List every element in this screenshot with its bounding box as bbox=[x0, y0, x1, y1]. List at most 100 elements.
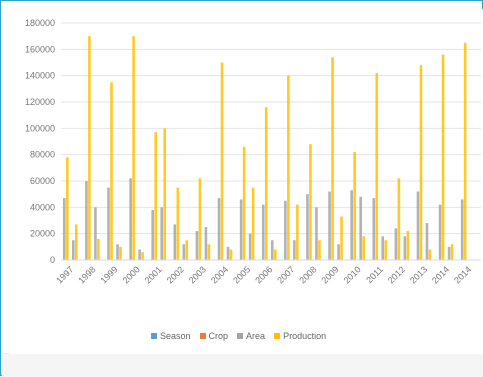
bar-area bbox=[394, 228, 398, 260]
bar-area bbox=[239, 199, 243, 260]
bar-area bbox=[315, 207, 318, 260]
bar-production bbox=[384, 240, 388, 260]
bar-area bbox=[328, 191, 331, 260]
bar-production bbox=[229, 249, 233, 260]
bar-area bbox=[447, 246, 451, 260]
bar-area bbox=[72, 240, 75, 260]
legend-swatch bbox=[274, 333, 281, 339]
bar-production bbox=[296, 204, 299, 260]
legend-swatch bbox=[151, 333, 157, 339]
bar-area bbox=[460, 199, 464, 260]
legend-label: Crop bbox=[208, 331, 229, 341]
bar-production bbox=[163, 128, 167, 260]
y-tick-label: 40000 bbox=[30, 202, 55, 212]
bar-area bbox=[138, 249, 141, 260]
x-tick-label: 2005 bbox=[231, 264, 252, 285]
y-tick-label: 0 bbox=[50, 255, 55, 265]
bar-area bbox=[270, 240, 274, 260]
x-tick-label: 2012 bbox=[386, 264, 407, 285]
bar-area bbox=[217, 198, 221, 260]
legend-swatch bbox=[237, 333, 244, 339]
bar-area bbox=[226, 246, 230, 260]
bar-production bbox=[428, 249, 432, 260]
bar-production bbox=[66, 157, 69, 260]
bar-area bbox=[160, 207, 164, 260]
bar-production bbox=[264, 107, 268, 261]
bar-production bbox=[441, 54, 445, 260]
bar-production bbox=[119, 246, 122, 260]
bar-area bbox=[195, 231, 199, 260]
y-tick-label: 80000 bbox=[30, 150, 55, 160]
x-tick-label: 2014 bbox=[430, 264, 451, 285]
bar-area bbox=[438, 204, 442, 260]
x-tick-label: 2010 bbox=[342, 264, 363, 285]
bar-area bbox=[182, 244, 186, 260]
legend: Season Crop Area Production bbox=[151, 328, 335, 344]
bar-production bbox=[251, 187, 255, 260]
bar-area bbox=[107, 187, 110, 260]
bar-production bbox=[154, 132, 158, 260]
legend-label: Production bbox=[283, 331, 327, 341]
x-tick-label: 2001 bbox=[143, 264, 164, 285]
bar-production bbox=[463, 42, 467, 260]
footer-strip bbox=[2, 353, 483, 377]
y-tick-label: 20000 bbox=[30, 229, 55, 239]
legend-label: Season bbox=[160, 331, 191, 341]
x-tick-label: 2000 bbox=[121, 264, 142, 285]
x-tick-label: 2014 bbox=[452, 264, 473, 285]
bar-production bbox=[406, 231, 410, 260]
bar-area bbox=[381, 236, 385, 260]
bar-area bbox=[85, 181, 88, 260]
bar-chart: 0 20000 40000 60000 80000 100000 120000 140000 1… bbox=[25, 18, 481, 286]
bar-production bbox=[340, 216, 343, 260]
x-tick-label: 2004 bbox=[209, 264, 230, 285]
bar-production bbox=[287, 75, 290, 261]
bar-production bbox=[309, 144, 312, 260]
bar-area bbox=[63, 198, 66, 260]
bar-area bbox=[359, 196, 362, 260]
legend-item: Production bbox=[274, 331, 326, 341]
x-tick-label: 2013 bbox=[408, 264, 429, 285]
plot-area: 0 20000 40000 60000 80000 100000 120000 140000 1… bbox=[9, 9, 483, 354]
bar-area bbox=[129, 178, 132, 260]
bar-area bbox=[248, 233, 252, 260]
x-tick-label: 2009 bbox=[319, 264, 340, 285]
bar-area bbox=[151, 209, 155, 260]
bar-production bbox=[132, 36, 135, 261]
bar-production bbox=[318, 240, 321, 260]
bar-production bbox=[185, 240, 189, 260]
x-tick-label: 1999 bbox=[98, 264, 119, 285]
bar-area bbox=[284, 200, 287, 260]
bar-area bbox=[372, 198, 376, 260]
y-tick-label: 100000 bbox=[25, 123, 55, 133]
bar-production bbox=[110, 82, 113, 260]
x-tick-label: 1997 bbox=[54, 264, 75, 285]
bar-production bbox=[220, 62, 224, 260]
x-tick-label: 2006 bbox=[253, 264, 274, 285]
x-tick-label: 2003 bbox=[187, 264, 208, 285]
legend-item: Area bbox=[237, 331, 265, 341]
bar-production bbox=[141, 252, 144, 260]
bar-production bbox=[331, 57, 334, 260]
bar-area bbox=[204, 227, 208, 260]
bar-area bbox=[293, 240, 296, 260]
y-tick-label: 60000 bbox=[30, 176, 55, 186]
bar-area bbox=[350, 190, 353, 260]
y-tick-label: 120000 bbox=[25, 97, 55, 107]
bar-production bbox=[176, 187, 180, 260]
bar-area bbox=[173, 224, 177, 260]
bar-production bbox=[375, 73, 379, 261]
bar-production bbox=[207, 244, 211, 260]
legend-item: Crop bbox=[199, 331, 229, 341]
y-tick-label: 140000 bbox=[25, 71, 55, 81]
bar-production bbox=[75, 224, 78, 260]
bar-area bbox=[94, 207, 97, 260]
y-tick-label: 180000 bbox=[25, 18, 55, 28]
y-tick-label: 160000 bbox=[25, 44, 55, 54]
bar-production bbox=[362, 236, 365, 260]
bar-production bbox=[198, 178, 202, 260]
x-tick-label: 2002 bbox=[165, 264, 186, 285]
bar-production bbox=[353, 152, 356, 260]
bar-production bbox=[419, 65, 423, 260]
